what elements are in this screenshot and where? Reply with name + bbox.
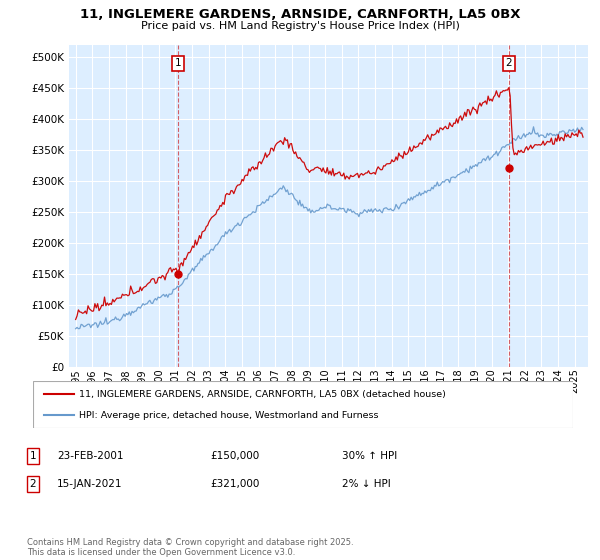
Text: HPI: Average price, detached house, Westmorland and Furness: HPI: Average price, detached house, West… (79, 410, 379, 419)
Text: Contains HM Land Registry data © Crown copyright and database right 2025.
This d: Contains HM Land Registry data © Crown c… (27, 538, 353, 557)
Text: 23-FEB-2001: 23-FEB-2001 (57, 451, 124, 461)
Text: 1: 1 (175, 58, 181, 68)
Text: 11, INGLEMERE GARDENS, ARNSIDE, CARNFORTH, LA5 0BX (detached house): 11, INGLEMERE GARDENS, ARNSIDE, CARNFORT… (79, 390, 446, 399)
Text: 1: 1 (29, 451, 37, 461)
Text: 30% ↑ HPI: 30% ↑ HPI (342, 451, 397, 461)
Text: 15-JAN-2021: 15-JAN-2021 (57, 479, 122, 489)
Text: £150,000: £150,000 (210, 451, 259, 461)
Text: 11, INGLEMERE GARDENS, ARNSIDE, CARNFORTH, LA5 0BX: 11, INGLEMERE GARDENS, ARNSIDE, CARNFORT… (80, 8, 520, 21)
Text: 2: 2 (506, 58, 512, 68)
Text: 2: 2 (29, 479, 37, 489)
Text: £321,000: £321,000 (210, 479, 259, 489)
Text: Price paid vs. HM Land Registry's House Price Index (HPI): Price paid vs. HM Land Registry's House … (140, 21, 460, 31)
Text: 2% ↓ HPI: 2% ↓ HPI (342, 479, 391, 489)
